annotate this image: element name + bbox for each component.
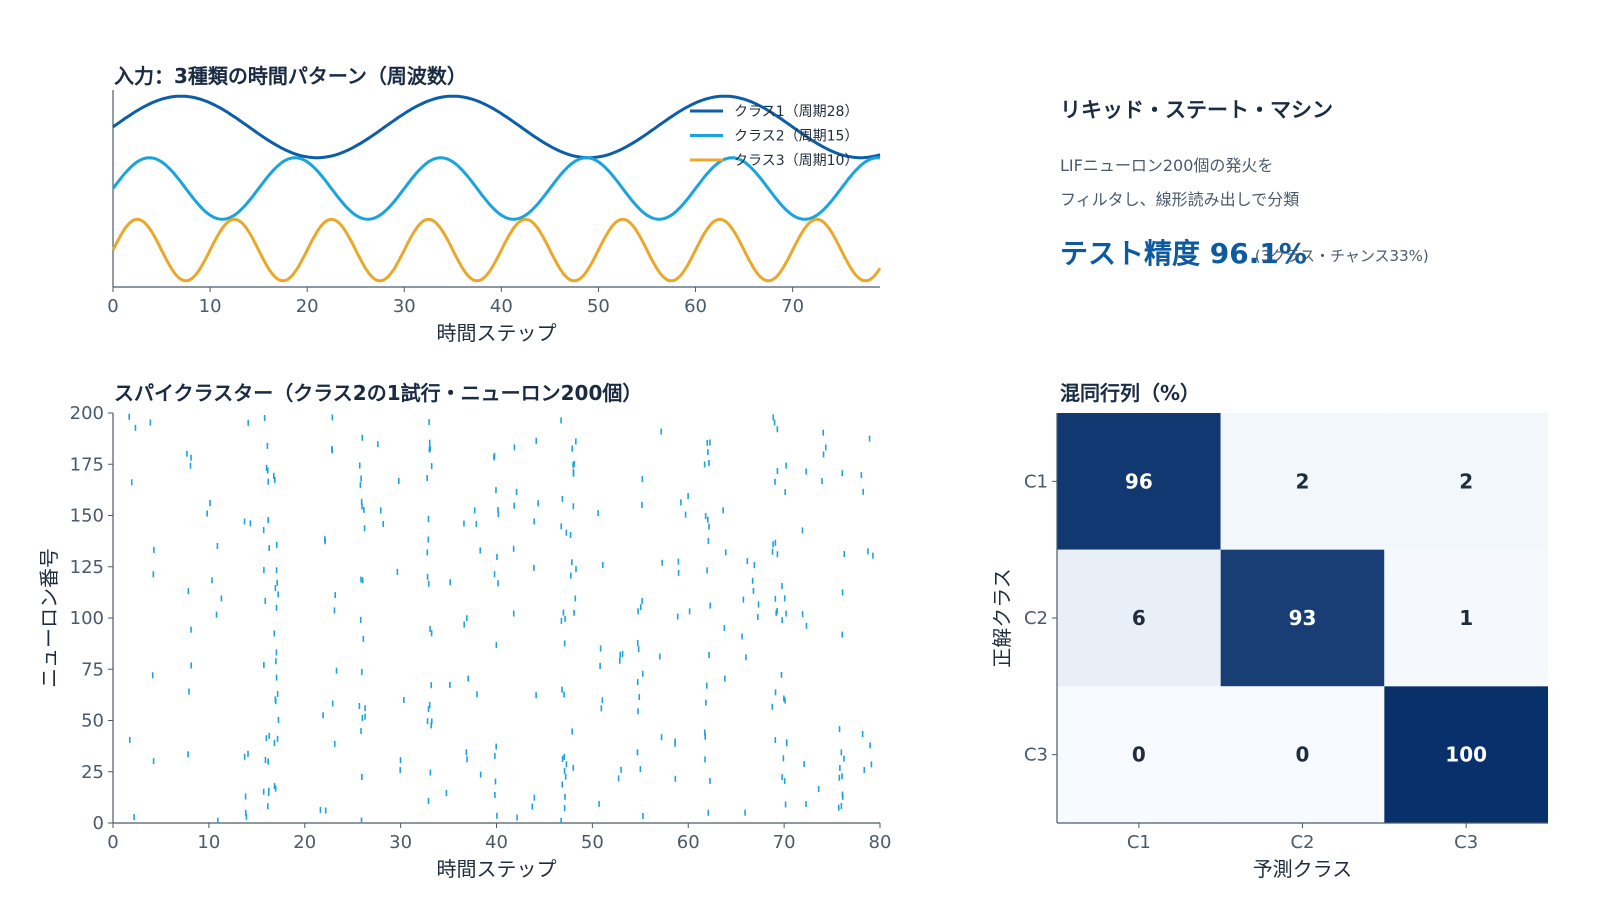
raster-x-tick-label: 50 [581,832,604,853]
matrix-cell [1220,686,1385,823]
matrix-cell [1057,549,1221,687]
matrix-x-tick-label: C3 [1454,832,1478,853]
raster-y-tick-label: 175 [70,454,104,475]
matrix-cell [1220,413,1385,550]
raster-x-tick-label: 10 [197,832,220,853]
matrix-cell-value: 6 [1132,606,1146,630]
info-line-1: LIFニューロン200個の発火を [1060,156,1274,175]
raster-y-tick-label: 75 [81,659,104,680]
matrix-cell [1057,686,1221,823]
matrix-cell-value: 1 [1459,606,1473,630]
raster-y-tick-label: 150 [70,506,104,527]
legend-label: クラス3（周期10） [734,153,858,169]
matrix-cell-value: 0 [1296,743,1310,767]
matrix-y-tick-label: C2 [1024,608,1048,629]
matrix-y-tick-label: C1 [1024,471,1048,492]
legend-label: クラス1（周期28） [734,104,858,120]
spike-raster-chart: 0 10 20 30 40 50 60 70 80 0 25 50 75 100 125 150 175 200 時… [37,403,891,881]
wave-series-line [111,217,882,283]
legend-label: クラス2（周期15） [734,129,858,145]
wave-series-line [111,156,881,221]
wave-x-tick-label: 10 [199,296,222,317]
wave-x-tick-label: 40 [490,296,513,317]
wave-x-tick-label: 60 [684,296,707,317]
raster-chart-title: スパイクラスター（クラス2の1試行・ニューロン200個） [114,381,643,405]
matrix-x-tick-label: C2 [1290,832,1314,853]
wave-x-axis-label: 時間ステップ [437,321,557,345]
raster-x-tick-label: 30 [389,832,412,853]
accuracy-block: テスト精度 96.1%(3クラス・チャンス33%) [1060,232,1429,272]
raster-x-tick-label: 20 [293,832,316,853]
chance-level-note: (3クラス・チャンス33%) [1254,247,1429,265]
raster-y-tick-label: 125 [70,557,104,578]
matrix-cell [1220,549,1385,687]
matrix-x-tick-label: C1 [1127,832,1151,853]
input-wave-chart: 0 10 20 30 40 50 60 70 時間ステップ クラス1（周期28） クラス2（周期15… [107,90,882,345]
matrix-y-tick-label: C3 [1024,745,1048,766]
matrix-cell [1384,686,1548,823]
raster-x-tick-label: 60 [677,832,700,853]
matrix-cell-value: 93 [1289,606,1317,630]
matrix-cell-value: 2 [1296,469,1310,493]
raster-x-tick-label: 0 [107,832,118,853]
raster-x-tick-label: 80 [869,832,892,853]
wave-x-tick-label: 30 [393,296,416,317]
test-accuracy: テスト精度 96.1% [1060,237,1307,270]
matrix-y-axis-label: 正解クラス [990,568,1014,668]
raster-x-axis-label: 時間ステップ [437,857,557,881]
wave-x-tick-label: 0 [107,296,118,317]
matrix-cell [1384,549,1548,687]
raster-y-tick-label: 100 [70,608,104,629]
raster-y-tick-label: 0 [93,813,104,834]
wave-x-tick-label: 70 [781,296,804,317]
raster-y-tick-label: 200 [70,403,104,424]
matrix-x-axis-label: 予測クラス [1253,857,1353,881]
wave-x-tick-label: 50 [587,296,610,317]
matrix-cell-value: 100 [1445,743,1487,767]
confusion-matrix-title: 混同行列（%） [1060,381,1201,405]
raster-y-tick-label: 25 [81,762,104,783]
matrix-cell-value: 2 [1459,469,1473,493]
wave-x-tick-label: 20 [296,296,319,317]
info-line-2: フィルタし、線形読み出しで分類 [1060,190,1300,209]
matrix-cell [1057,413,1221,550]
matrix-cell-value: 96 [1125,469,1153,493]
matrix-cell [1384,413,1548,550]
raster-y-axis-label: ニューロン番号 [37,548,61,688]
raster-x-tick-label: 70 [773,832,796,853]
info-title: リキッド・ステート・マシン [1060,98,1333,122]
matrix-cell-value: 0 [1132,743,1146,767]
raster-x-tick-label: 40 [485,832,508,853]
raster-y-tick-label: 50 [81,711,104,732]
wave-series-line [112,94,881,160]
wave-chart-title: 入力：3種類の時間パターン（周波数） [114,64,467,88]
